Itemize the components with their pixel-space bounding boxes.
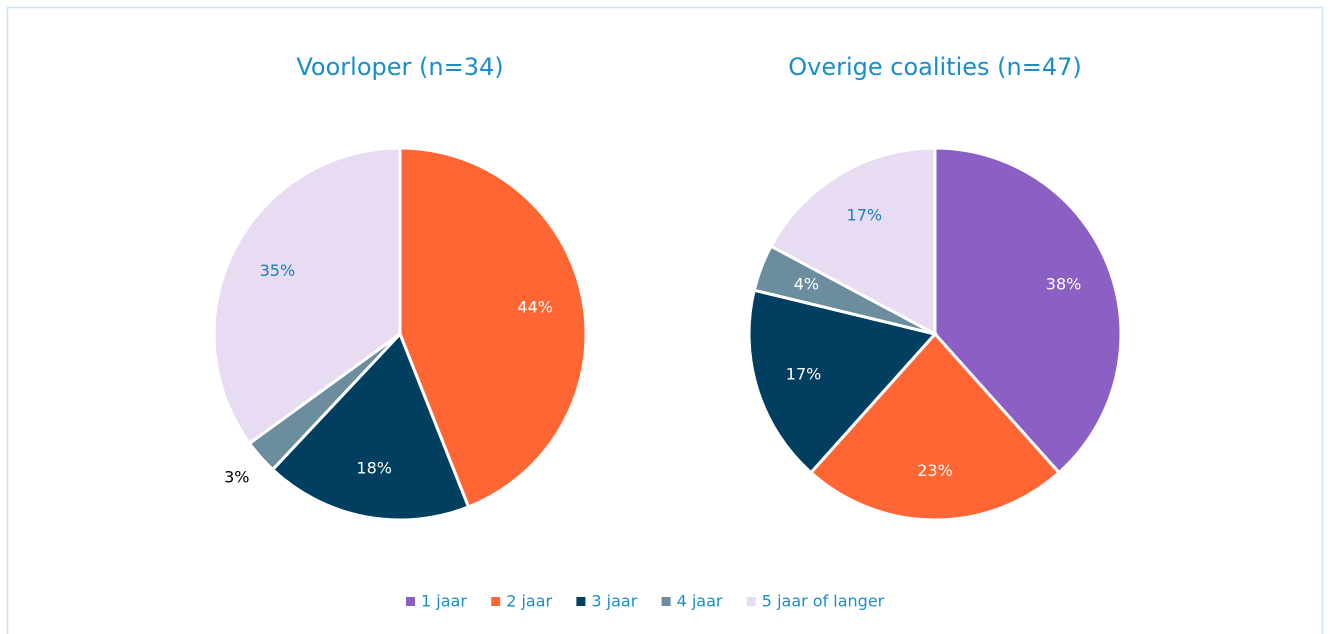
chart-title: Voorloper (n=34) <box>296 53 503 81</box>
data-label: 3% <box>224 467 249 486</box>
legend-swatch <box>576 597 586 606</box>
data-label: 23% <box>917 461 953 480</box>
pie-slice <box>933 146 1123 475</box>
legend-label: 3 jaar <box>591 592 637 611</box>
data-label: 17% <box>786 364 822 383</box>
legend-label: 2 jaar <box>506 592 552 611</box>
frame <box>6 6 1324 634</box>
data-label: 44% <box>517 298 553 317</box>
data-label: 17% <box>847 205 883 224</box>
pie-slice <box>270 331 471 522</box>
legend-swatch <box>491 597 501 606</box>
legend-swatch <box>406 597 415 606</box>
legend-label: 4 jaar <box>677 592 723 611</box>
pie-slice <box>808 331 1062 522</box>
data-label: 18% <box>356 459 392 478</box>
data-label: 38% <box>1046 274 1082 293</box>
pie-slice <box>747 288 938 475</box>
data-label: 4% <box>794 274 819 293</box>
legend-swatch <box>661 597 671 606</box>
pie-slice <box>398 146 588 509</box>
legend-swatch <box>746 597 756 606</box>
legend-label: 5 jaar of langer <box>762 592 885 611</box>
data-label: 35% <box>260 261 296 280</box>
legend-label: 1 jaar <box>421 592 467 611</box>
chart-title: Overige coalities (n=47) <box>788 53 1082 81</box>
pie-slice <box>769 146 937 337</box>
pie-slice <box>212 146 402 446</box>
